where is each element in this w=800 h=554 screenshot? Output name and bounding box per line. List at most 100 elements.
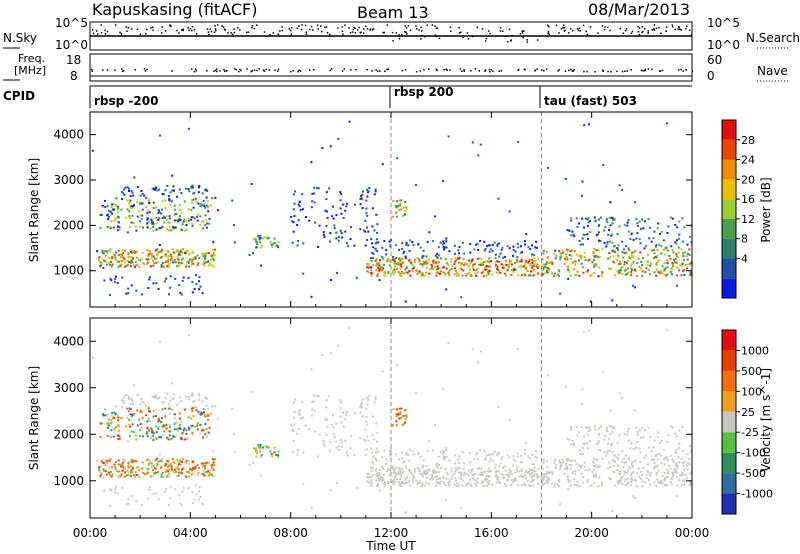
data-cell [458,466,461,469]
data-cell [122,461,125,464]
data-cell [130,397,133,400]
data-cell [292,439,295,442]
data-cell [548,268,551,271]
data-cell [465,263,468,266]
data-cell [468,482,470,485]
noise-point [316,24,319,27]
data-cell [397,473,400,476]
data-cell [366,188,369,191]
data-cell [619,472,622,475]
data-cell [586,224,589,227]
data-cell [128,190,130,192]
data-cell [127,502,130,505]
noise-point [526,39,528,41]
data-cell [660,230,663,233]
data-cell [178,417,181,420]
data-cell [397,271,400,274]
data-cell [161,217,164,219]
noise-point [164,30,167,32]
data-cell [191,199,193,202]
data-cell [442,455,445,458]
data-cell [660,270,663,273]
data-cell [497,479,500,481]
noise-point [362,32,365,34]
freq-label-2: [MHz] [14,64,46,77]
freq-point [224,70,226,73]
data-cell [641,485,644,488]
noise-point [651,29,653,31]
data-cell [329,441,332,444]
data-cell [569,467,572,470]
data-cell [267,446,270,449]
noise-point [305,31,308,34]
data-cell [666,476,669,479]
data-cell [212,259,215,262]
noise-point [217,24,219,26]
data-cell [437,261,440,264]
data-cell [401,262,404,264]
noise-point [176,29,178,32]
data-cell [158,251,161,254]
data-cell [167,438,170,441]
data-cell [680,474,683,477]
data-cell [483,450,486,453]
freq-point [445,68,447,70]
data-cell [486,260,489,263]
noise-point [206,28,209,30]
data-cell [625,268,627,271]
data-cell [476,452,479,455]
data-cell [635,237,638,240]
data-cell [165,487,168,490]
data-cell [139,423,142,426]
noise-point [139,33,142,35]
data-cell [597,225,600,228]
noise-point [404,25,406,27]
data-cell [399,202,402,205]
data-cell [157,498,160,501]
data-cell [127,410,130,413]
data-cell [100,250,103,253]
data-cell [542,273,545,276]
data-cell [204,257,206,259]
data-cell [532,478,535,481]
data-cell [421,484,424,487]
freq-point [121,70,124,73]
data-cell [187,260,190,263]
data-cell [480,474,482,476]
data-cell [587,259,590,262]
data-cell [127,287,130,290]
data-cell [454,270,457,272]
data-cell [487,483,490,486]
data-cell [207,222,210,225]
freq-right-tick-bottom: 0 [707,69,715,83]
data-cell [389,244,392,247]
data-cell [313,201,316,204]
data-cell [528,470,530,473]
data-cell [187,187,190,190]
data-cell [621,272,624,275]
data-cell [135,474,138,476]
data-cell [463,252,466,255]
data-cell [106,459,109,462]
noise-point [510,39,512,41]
data-cell [364,244,367,247]
data-cell [294,190,296,193]
noise-point [290,33,293,36]
data-cell [376,262,379,265]
data-cell [297,411,300,414]
data-cell [180,468,183,471]
time-axis: 00:00 04:00 08:00 12:00 16:00 20:00 00:00 [73,112,709,540]
data-cell [193,288,196,291]
data-cell [576,225,579,228]
data-cell [626,267,629,270]
data-cell [507,264,510,267]
noise-point [476,26,478,29]
data-cell [409,239,412,242]
noise-point [188,29,190,32]
data-cell [255,450,258,453]
data-cell [636,433,639,436]
data-cell [166,259,169,262]
data-cell [616,270,619,273]
noise-point [152,29,154,31]
data-cell [579,255,582,258]
